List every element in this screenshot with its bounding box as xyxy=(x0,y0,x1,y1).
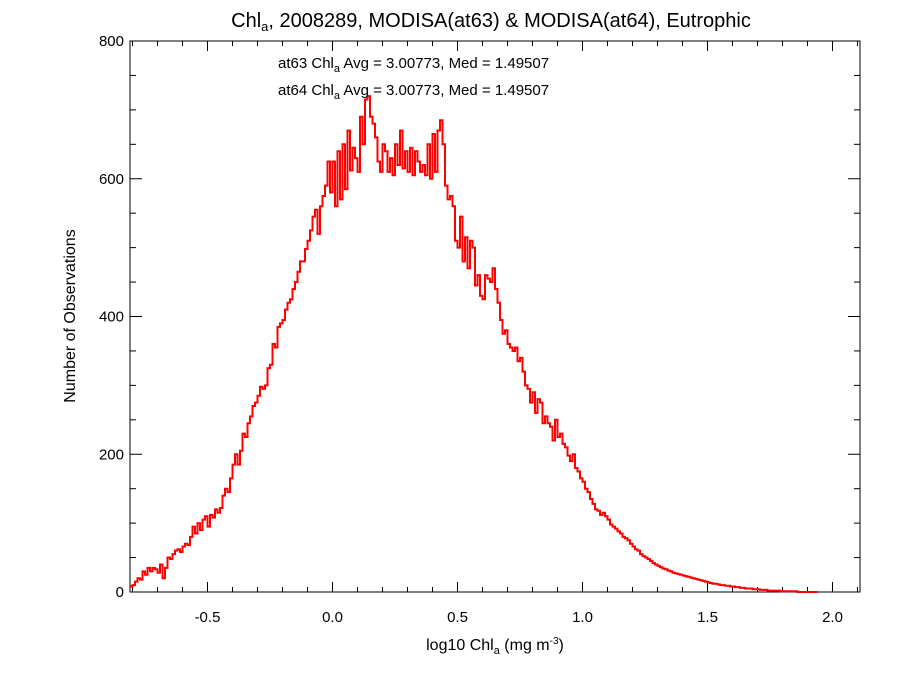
annotation-at64-prefix: at64 Chl xyxy=(278,82,334,99)
x-tick-label: 1.0 xyxy=(572,609,593,626)
x-tick-label: 0.5 xyxy=(447,609,468,626)
chart-title-suffix: , 2008289, MODISA(at63) & MODISA(at64), … xyxy=(268,10,750,32)
y-tick-label: 800 xyxy=(99,33,124,50)
histogram-series-line xyxy=(130,95,818,593)
x-tick-label: 0.0 xyxy=(322,609,343,626)
chart-title-subscript: a xyxy=(261,19,269,34)
annotation-at63: at63 Chla Avg = 3.00773, Med = 1.49507 xyxy=(278,55,549,75)
y-tick-label: 600 xyxy=(99,171,124,188)
annotation-at63-prefix: at63 Chl xyxy=(278,55,334,72)
annotation-at64-subscript: a xyxy=(334,90,341,102)
chart-title: Chla, 2008289, MODISA(at63) & MODISA(at6… xyxy=(231,10,751,34)
x-tick-label: 1.5 xyxy=(697,609,718,626)
y-tick-label: 200 xyxy=(99,446,124,463)
plot-frame xyxy=(129,40,861,593)
annotation-at64: at64 Chla Avg = 3.00773, Med = 1.49507 xyxy=(278,82,549,102)
chart-title-prefix: Chl xyxy=(231,10,261,32)
x-axis-label-superscript: -3 xyxy=(550,636,559,647)
y-tick-label: 0 xyxy=(116,584,124,601)
x-axis-label: log10 Chla (mg m-3) xyxy=(426,636,564,657)
y-axis-label: Number of Observations xyxy=(62,229,79,402)
x-axis: -0.5 0.0 0.5 1.0 1.5 2.0 xyxy=(132,41,858,626)
x-axis-label-suffix: ) xyxy=(559,637,564,654)
series-layer xyxy=(130,95,818,593)
y-tick-label: 400 xyxy=(99,309,124,326)
y-axis: 0 200 400 600 800 xyxy=(99,33,860,601)
annotation-at63-suffix: Avg = 3.00773, Med = 1.49507 xyxy=(340,55,549,72)
x-axis-label-subscript: a xyxy=(494,645,501,657)
annotation-at63-subscript: a xyxy=(334,63,341,75)
x-tick-label: -0.5 xyxy=(195,609,221,626)
x-tick-label: 2.0 xyxy=(822,609,843,626)
x-axis-label-prefix: log10 Chl xyxy=(426,637,494,654)
x-axis-label-middle: (mg m xyxy=(500,637,550,654)
annotation-at64-suffix: Avg = 3.00773, Med = 1.49507 xyxy=(340,82,549,99)
